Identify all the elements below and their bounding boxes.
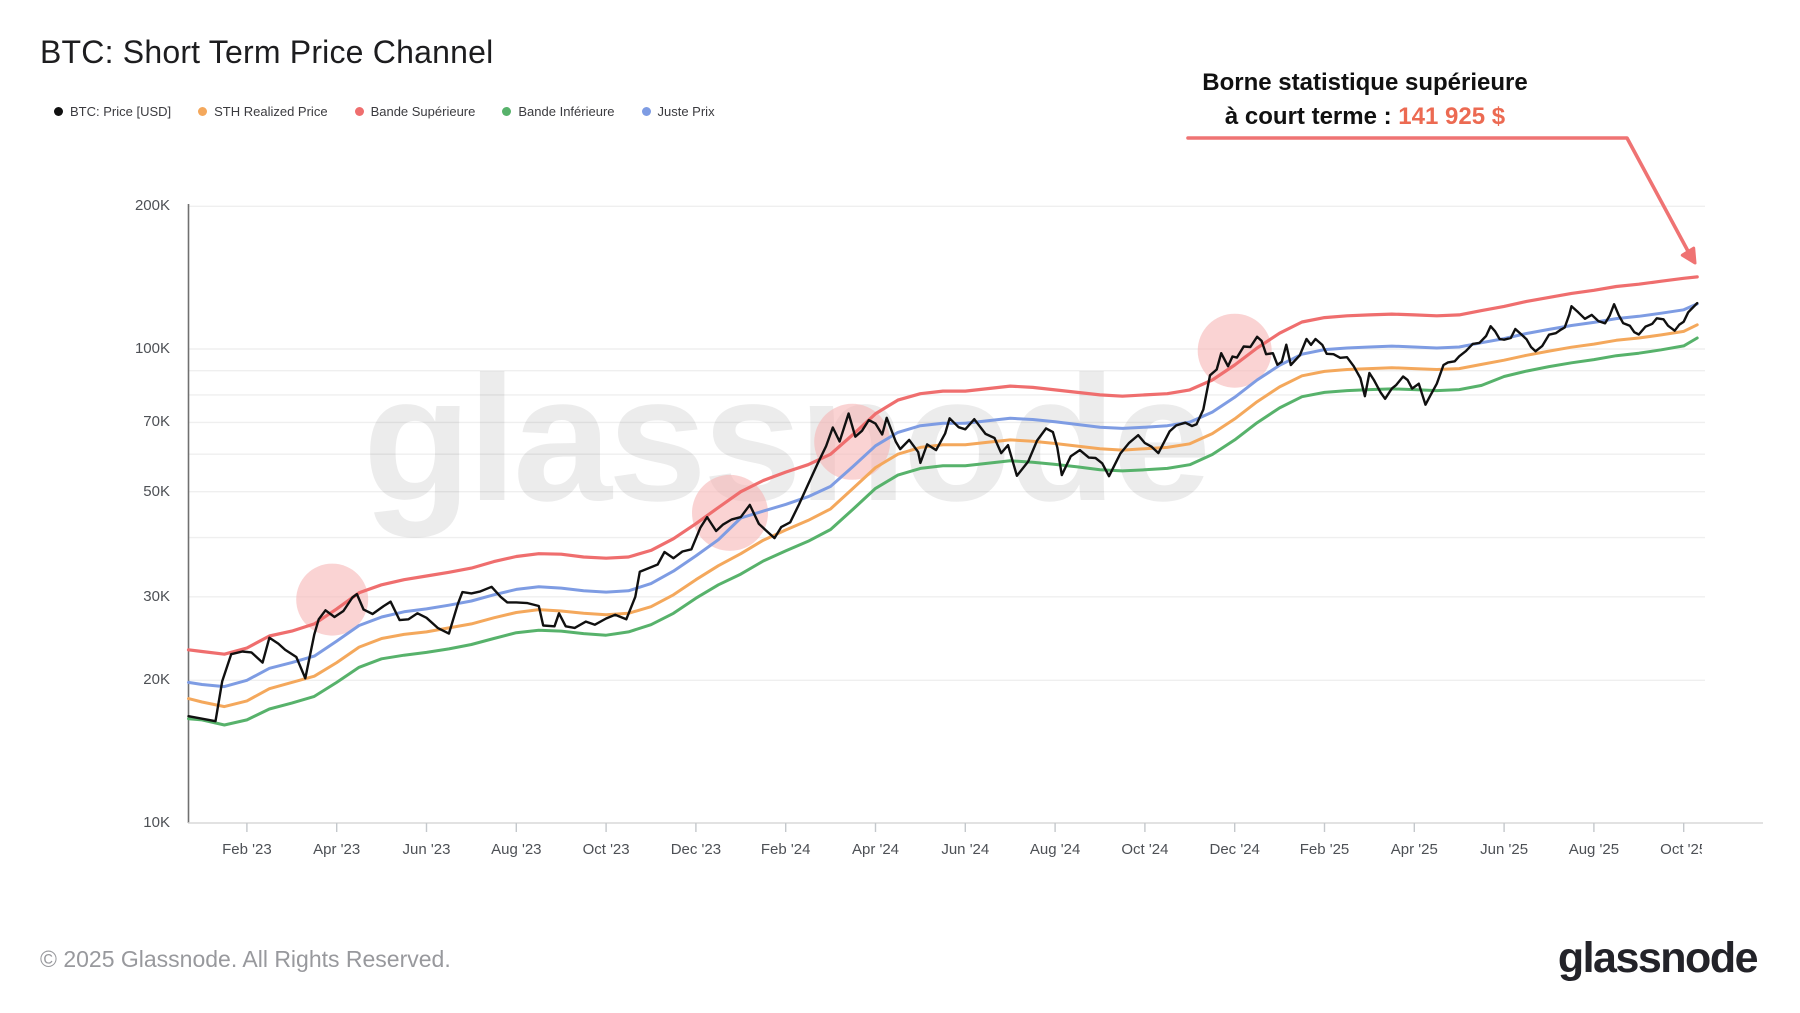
annotation-arrow — [1186, 136, 1691, 255]
highlight-circle — [692, 474, 768, 551]
legend-dot-icon — [502, 107, 512, 116]
legend-label: Juste Prix — [657, 104, 715, 119]
page-title: BTC: Short Term Price Channel — [40, 34, 494, 70]
legend-item-2: STH Realized Price — [198, 104, 328, 119]
y-tick-label: 30K — [143, 587, 170, 605]
legend-item-3: Bande Supérieure — [354, 104, 476, 119]
y-tick-label: 200K — [134, 197, 170, 215]
legend-dot-icon — [641, 107, 651, 116]
copyright-text: © 2025 Glassnode. All Rights Reserved. — [40, 946, 451, 972]
legend-item-5: Juste Prix — [641, 104, 715, 119]
series-juste-prix — [187, 302, 1699, 689]
y-tick-label: 100K — [134, 340, 170, 357]
y-tick-label: 70K — [143, 413, 170, 431]
y-tick-label: 10K — [143, 814, 170, 831]
annotation-callout: Borne statistique supérieure à court ter… — [1140, 66, 1590, 134]
y-tick-label: 20K — [143, 671, 170, 689]
series-btc-price-usd- — [187, 301, 1699, 723]
legend-dot-icon — [54, 107, 63, 116]
legend-label: Bande Inférieure — [518, 104, 615, 119]
legend-label: STH Realized Price — [214, 104, 328, 119]
legend-dot-icon — [354, 107, 364, 116]
annotation-value: 141 925 $ — [1398, 103, 1506, 130]
highlight-circle — [296, 563, 369, 636]
legend: BTC: Price [USD] STH Realized Price Bande … — [54, 104, 715, 119]
annotation-line2: à court terme : 141 925 $ — [1140, 100, 1590, 134]
legend-item-1: BTC: Price [USD] — [54, 104, 171, 119]
legend-label: BTC: Price [USD] — [70, 104, 172, 119]
legend-label: Bande Supérieure — [370, 104, 476, 119]
glassnode-logo: glassnode — [1557, 934, 1759, 982]
annotation-line2-prefix: à court terme : — [1224, 103, 1399, 130]
highlight-circle — [814, 403, 891, 480]
annotation-line1: Borne statistique supérieure — [1202, 69, 1528, 96]
glassnode-watermark: glassnode — [363, 339, 1207, 538]
series-bande-sup-rieure — [186, 275, 1699, 656]
y-tick-label: 50K — [143, 482, 170, 500]
series-bande-inf-rieure — [187, 336, 1699, 727]
legend-item-4: Bande Inférieure — [502, 104, 615, 119]
series-sth-realized-price — [187, 323, 1699, 709]
annotation-arrowhead-icon — [1680, 246, 1697, 265]
legend-dot-icon — [198, 107, 208, 116]
